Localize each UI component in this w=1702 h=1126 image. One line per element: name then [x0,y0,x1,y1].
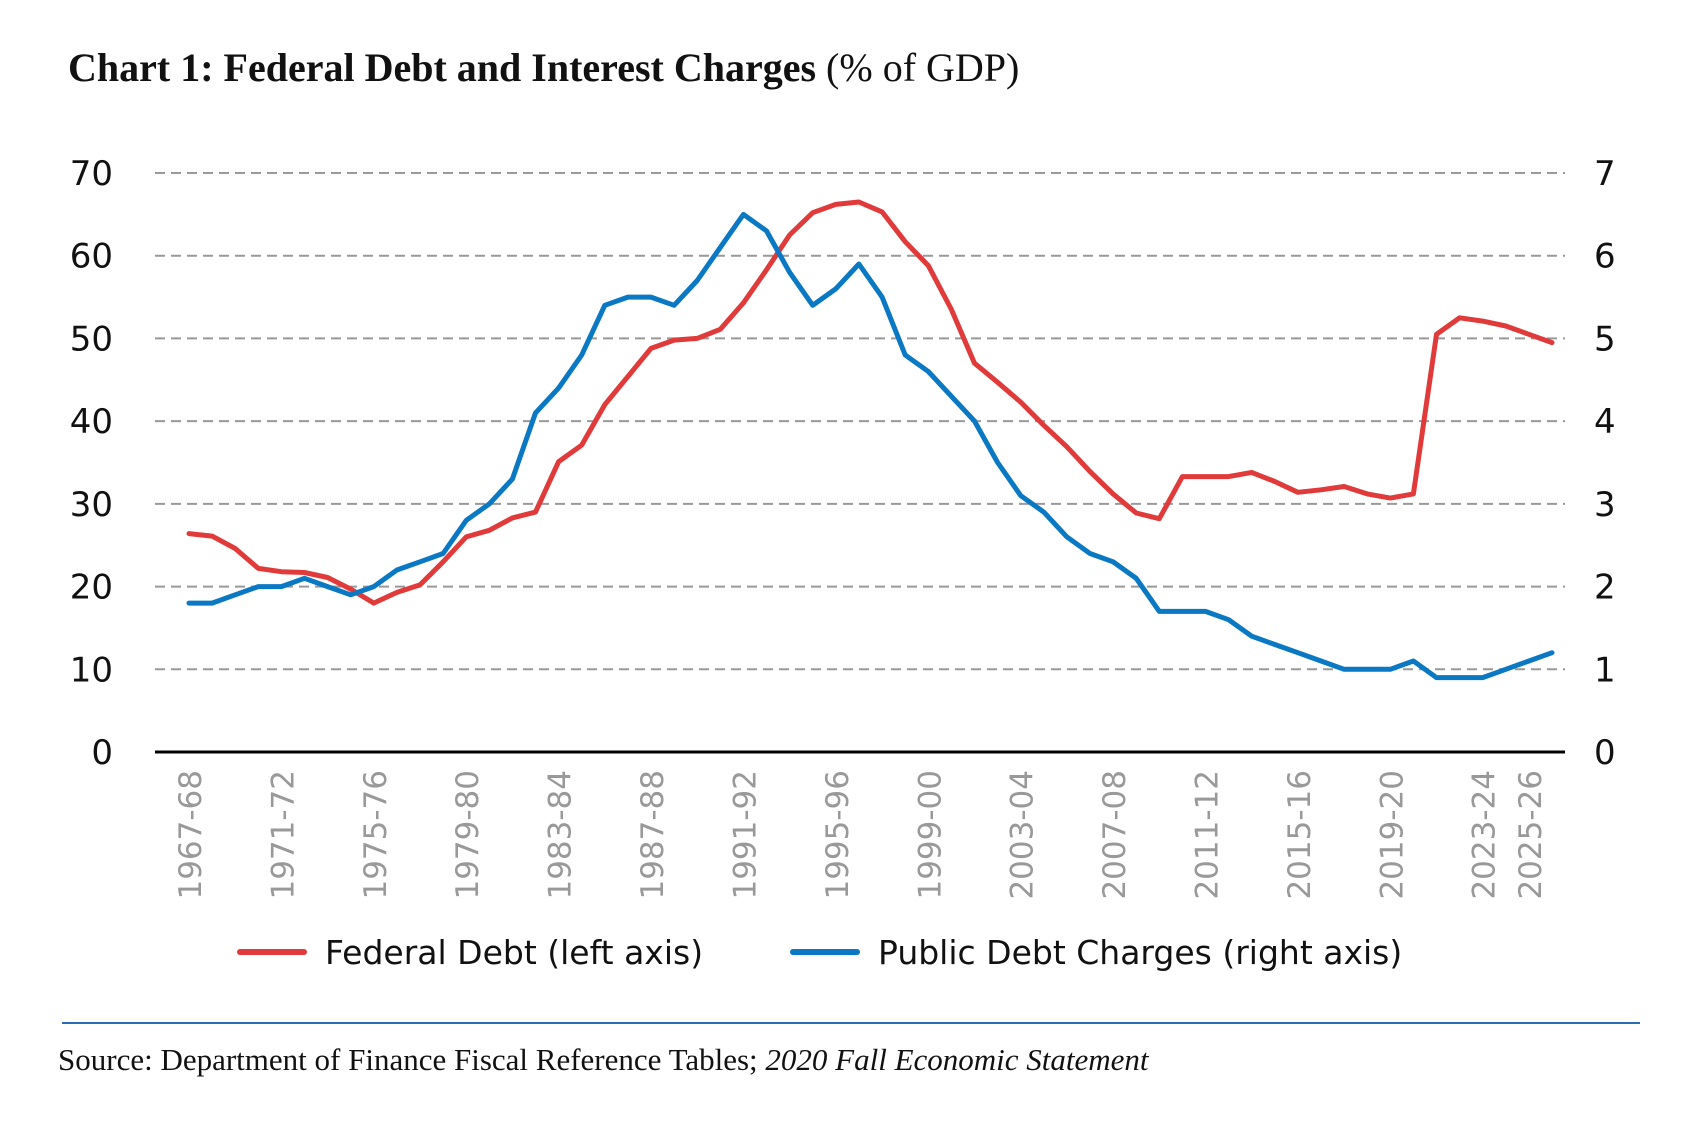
y-right-tick-label: 2 [1594,568,1616,608]
y-left-tick-label: 70 [70,154,113,194]
y-right-tick-label: 5 [1594,319,1616,359]
legend-item-federal-debt: Federal Debt (left axis) [237,932,703,972]
y-right-tick-label: 6 [1594,237,1616,277]
x-tick-label: 1995-96 [820,770,856,900]
y-left-tick-label: 20 [70,568,113,608]
y-left-tick-label: 30 [70,485,113,525]
x-axis-tick-labels: 1967-68 1971-72 1975-76 1979-80 1983-84 1987-… [173,770,1549,900]
x-tick-label: 1975-76 [358,770,394,900]
y-right-tick-label: 7 [1594,154,1616,194]
y-right-tick-label: 0 [1594,733,1616,773]
x-tick-label: 2023-24 [1467,770,1503,900]
y-right-tick-label: 3 [1594,485,1616,525]
x-tick-label: 2007-08 [1097,770,1133,900]
x-tick-label: 1967-68 [173,770,209,900]
x-tick-label: 1983-84 [543,770,579,900]
x-tick-label: 2011-12 [1189,770,1225,900]
source-note: Source: Department of Finance Fiscal Ref… [58,1042,1149,1078]
series-line-public-debt-charges [186,211,1555,681]
x-tick-label: 1971-72 [265,770,301,900]
x-tick-label: 2003-04 [1005,770,1041,900]
y-left-tick-label: 40 [70,402,113,442]
legend-swatch-public-debt-charges [790,949,860,955]
source-publication: 2020 Fall Economic Statement [765,1042,1149,1077]
x-tick-label: 2015-16 [1282,770,1318,900]
y-left-tick-label: 60 [70,237,113,277]
source-divider [62,1022,1640,1024]
legend-label-public-debt-charges: Public Debt Charges (right axis) [878,932,1403,972]
legend-swatch-federal-debt [237,949,307,955]
x-tick-label: 1991-92 [727,770,763,900]
y-left-tick-label: 0 [91,733,113,773]
x-tick-label: 2019-20 [1374,770,1410,900]
y-left-tick-label: 50 [70,319,113,359]
gridlines [155,172,1565,671]
x-tick-label: 1987-88 [635,770,671,900]
series-lines [186,199,1555,681]
legend-item-public-debt-charges: Public Debt Charges (right axis) [790,932,1402,972]
x-tick-label: 2025-26 [1513,770,1549,900]
x-tick-label: 1979-80 [450,770,486,900]
source-prefix: Source: Department of Finance Fiscal Ref… [58,1042,758,1077]
chart-title-main: Chart 1: Federal Debt and Interest Charg… [68,45,817,90]
y-right-tick-label: 1 [1594,650,1616,690]
y-right-tick-label: 4 [1594,402,1616,442]
chart-title: Chart 1: Federal Debt and Interest Charg… [68,44,1019,92]
chart-title-unit: (% of GDP) [826,45,1020,90]
y-axis-left: 0 10 20 30 40 50 60 70 [70,154,113,773]
x-tick-label: 1999-00 [912,770,948,900]
legend-label-federal-debt: Federal Debt (left axis) [325,932,704,972]
series-line-federal-debt [186,199,1555,606]
y-axis-right: 0 1 2 3 4 5 6 7 [1594,154,1616,773]
y-left-tick-label: 10 [70,650,113,690]
